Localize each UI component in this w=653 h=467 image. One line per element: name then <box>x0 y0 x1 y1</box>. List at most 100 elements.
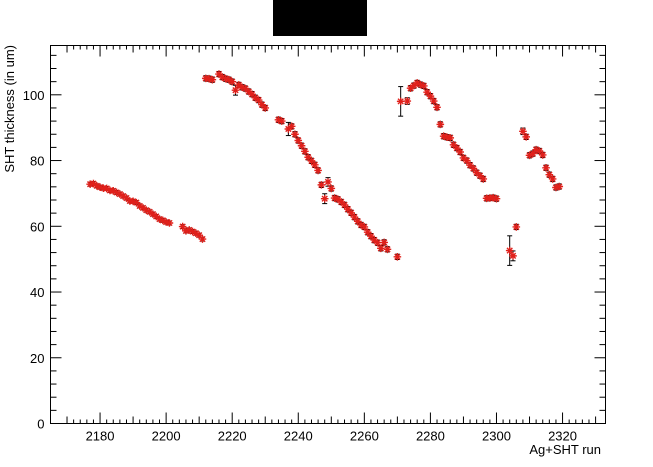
x-tick-label: 2280 <box>416 429 445 444</box>
data-point <box>459 154 468 162</box>
y-tick-label: 20 <box>30 351 44 366</box>
y-tick-label: 40 <box>30 285 44 300</box>
data-point <box>538 151 547 159</box>
data-point <box>476 171 484 180</box>
data-point <box>145 208 154 216</box>
data-point <box>555 182 564 191</box>
data-point <box>228 77 236 86</box>
data-point <box>291 130 299 139</box>
data-point <box>423 88 431 96</box>
data-point <box>244 87 253 96</box>
data-point <box>327 184 336 193</box>
data-point <box>297 141 306 150</box>
data-point <box>505 246 514 255</box>
data-point <box>446 134 455 142</box>
data-point <box>159 216 167 225</box>
data-point <box>489 193 497 202</box>
data-point <box>307 157 316 165</box>
data-point <box>165 219 174 227</box>
data-point <box>410 81 418 90</box>
data-point <box>393 253 402 261</box>
x-tick-label: 2220 <box>218 429 247 444</box>
data-point <box>456 148 464 156</box>
data-point <box>258 100 266 109</box>
data-point <box>406 84 415 93</box>
error-bars <box>87 70 562 266</box>
data-point <box>225 75 233 84</box>
data-point <box>235 81 243 89</box>
data-point <box>396 97 405 106</box>
data-point <box>149 210 157 218</box>
data-point <box>466 161 474 169</box>
data-point <box>439 132 448 141</box>
data-point <box>185 226 194 234</box>
data-point <box>436 120 445 129</box>
data-point <box>294 136 303 145</box>
x-tick-label: 2260 <box>350 429 379 444</box>
data-point <box>519 127 527 136</box>
data-point <box>479 175 488 183</box>
data-point <box>529 149 537 158</box>
data-point <box>344 205 352 213</box>
data-point <box>284 125 293 133</box>
data-point <box>377 244 385 253</box>
data-point <box>182 227 190 235</box>
data-point <box>357 221 365 229</box>
data-point <box>525 151 534 160</box>
y-tick-label: 0 <box>37 417 44 432</box>
data-point <box>334 195 342 204</box>
x-axis-label: Ag+SHT run <box>529 442 601 457</box>
data-point <box>413 79 421 87</box>
data-point <box>208 75 217 84</box>
data-point <box>102 184 111 193</box>
title-box <box>273 0 367 36</box>
data-point <box>317 181 326 189</box>
data-point <box>122 194 131 202</box>
data-point <box>205 74 213 83</box>
data-point <box>416 80 425 89</box>
y-tick-label: 60 <box>30 219 44 234</box>
data-point <box>251 93 260 102</box>
data-point <box>152 212 161 221</box>
data-point <box>370 236 379 244</box>
axis-ticks: 2180 2200 2220 2240 2260 2280 2300 2320 0 20 40 60 8… <box>23 45 606 444</box>
data-point <box>320 194 329 203</box>
data-point <box>310 161 319 169</box>
data-point <box>301 147 309 156</box>
data-point <box>277 117 286 125</box>
data-point <box>548 175 557 183</box>
data-point <box>363 228 372 236</box>
data-point <box>178 222 187 231</box>
data-point <box>314 166 322 175</box>
data-point <box>330 194 339 202</box>
data-point <box>218 73 227 81</box>
data-point <box>132 198 141 207</box>
y-tick-label: 80 <box>30 154 44 169</box>
data-point <box>254 96 263 104</box>
data-point <box>552 183 560 192</box>
data-point <box>304 153 312 162</box>
data-point <box>433 103 441 112</box>
data-point <box>509 252 517 260</box>
data-point <box>135 202 144 210</box>
data-point <box>89 179 98 188</box>
data-points <box>86 70 564 261</box>
x-tick-label: 2200 <box>152 429 181 444</box>
data-point <box>542 163 550 172</box>
data-point <box>462 156 471 165</box>
data-point <box>453 144 461 152</box>
data-point <box>512 223 521 231</box>
data-point <box>353 217 362 226</box>
data-point <box>231 86 240 95</box>
data-point <box>469 164 478 173</box>
data-point <box>403 97 412 105</box>
data-point <box>155 215 164 223</box>
data-point <box>139 204 147 212</box>
data-point <box>116 190 124 198</box>
data-point <box>535 147 544 155</box>
data-point <box>429 97 438 105</box>
data-point <box>221 74 230 83</box>
data-point <box>119 192 127 200</box>
